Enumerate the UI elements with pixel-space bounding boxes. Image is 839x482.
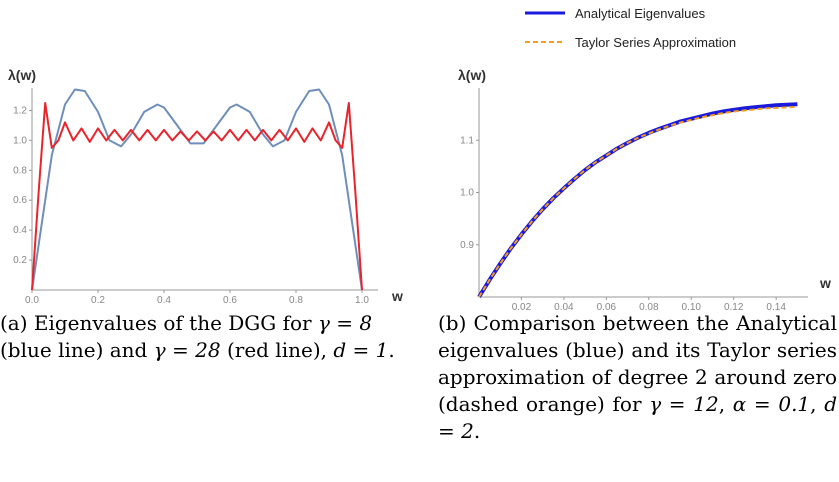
chart-b-ticks: 0.02 0.04 0.06 0.08 0.10 0.12 0.14 0.9 1.0 1.1 bbox=[460, 135, 786, 310]
y-tick-label: 1.1 bbox=[460, 135, 474, 146]
chart-b-series bbox=[477, 102, 798, 299]
series-line-1 bbox=[31, 88, 363, 291]
x-tick-label: 0.02 bbox=[512, 302, 532, 310]
chart-a-series bbox=[31, 88, 363, 291]
y-tick-label: 0.4 bbox=[13, 225, 27, 236]
chart-b-y-label: λ(w) bbox=[458, 67, 486, 83]
x-tick-label: 0.0 bbox=[25, 295, 39, 306]
x-tick-label: 0.10 bbox=[682, 302, 702, 310]
legend-label-analytical: Analytical Eigenvalues bbox=[575, 6, 706, 21]
y-tick-label: 0.2 bbox=[13, 255, 27, 266]
caption-b-d: d = 2 bbox=[438, 392, 837, 443]
chart-a-ticks: 0.0 0.2 0.4 0.6 0.8 1.0 0.2 0.4 0.6 0.8 1.0 1.2 bbox=[13, 105, 369, 306]
caption-a: (a) Eigenvalues of the DGG for γ = 8 (bl… bbox=[0, 310, 412, 364]
x-tick-label: 0.06 bbox=[597, 302, 617, 310]
chart-a-x-label: w bbox=[391, 288, 403, 304]
chart-a-y-label: λ(w) bbox=[8, 67, 36, 83]
series-line-2 bbox=[31, 102, 363, 291]
legend-label-taylor: Taylor Series Approximation bbox=[575, 35, 736, 50]
x-tick-label: 0.8 bbox=[289, 295, 303, 306]
caption-b-end: . bbox=[473, 419, 481, 443]
caption-b-sep1: , bbox=[718, 392, 733, 416]
caption-a-text-2: (blue line) and bbox=[0, 338, 154, 362]
series-line-2 bbox=[478, 105, 798, 298]
x-tick-label: 0.12 bbox=[724, 302, 744, 310]
y-tick-label: 0.6 bbox=[13, 195, 27, 206]
y-tick-label: 1.2 bbox=[13, 105, 27, 116]
chart-b-legend: Analytical Eigenvalues Taylor Series App… bbox=[525, 6, 736, 50]
figure: λ(w) w 0.0 0.2 0.4 0.6 0.8 1.0 0.2 0.4 0.6 0.8 1.0… bbox=[8, 6, 831, 310]
y-tick-label: 0.8 bbox=[13, 165, 27, 176]
y-tick-label: 1.0 bbox=[13, 135, 27, 146]
caption-a-gamma2: γ = 28 bbox=[153, 338, 221, 362]
x-tick-label: 0.08 bbox=[639, 302, 659, 310]
caption-a-text: (a) Eigenvalues of the DGG for bbox=[0, 311, 318, 335]
chart-b-x-label: w bbox=[819, 275, 831, 291]
x-tick-label: 0.2 bbox=[91, 295, 105, 306]
caption-b-text: (b) Comparison between the Analytical ei… bbox=[438, 311, 837, 416]
x-tick-label: 0.6 bbox=[223, 295, 237, 306]
chart-a: λ(w) w 0.0 0.2 0.4 0.6 0.8 1.0 0.2 0.4 0.6 0.8 1.0… bbox=[8, 67, 403, 306]
x-tick-label: 0.14 bbox=[766, 302, 786, 310]
caption-a-d: d = 1 bbox=[333, 338, 389, 362]
x-tick-label: 1.0 bbox=[355, 295, 369, 306]
caption-b-gamma: γ = 12 bbox=[649, 392, 719, 416]
caption-a-gamma1: γ = 8 bbox=[317, 311, 373, 335]
chart-b: Analytical Eigenvalues Taylor Series App… bbox=[458, 6, 831, 310]
caption-b-sep2: , bbox=[810, 392, 825, 416]
x-tick-label: 0.04 bbox=[554, 302, 574, 310]
x-tick-label: 0.4 bbox=[157, 295, 171, 306]
caption-b-alpha: α = 0.1 bbox=[732, 392, 811, 416]
y-tick-label: 1.0 bbox=[460, 188, 474, 199]
caption-a-end: . bbox=[388, 338, 395, 362]
caption-a-text-3: (red line), bbox=[220, 338, 334, 362]
y-tick-label: 0.9 bbox=[460, 240, 474, 251]
series-line-1 bbox=[477, 102, 798, 299]
caption-b: (b) Comparison between the Analytical ei… bbox=[438, 310, 837, 445]
